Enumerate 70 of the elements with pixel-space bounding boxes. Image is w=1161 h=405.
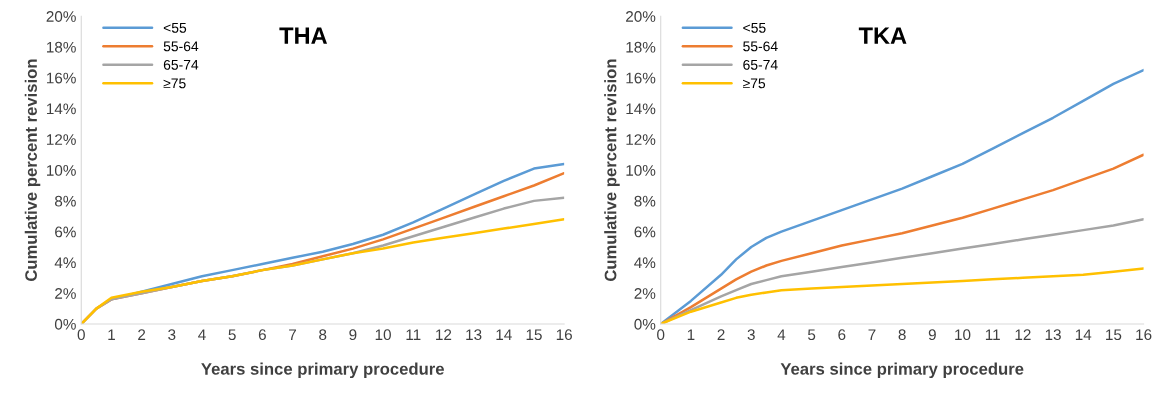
y-tick-label: 10% bbox=[47, 164, 76, 176]
x-tick-label: 5 bbox=[807, 329, 816, 341]
x-tick-label: 12 bbox=[436, 329, 452, 340]
x-tick-label: 4 bbox=[777, 329, 786, 340]
x-tick-label: 5 bbox=[228, 329, 236, 341]
x-tick-label: 8 bbox=[319, 329, 327, 341]
y-tick-label: 14% bbox=[626, 103, 656, 115]
x-tick-label: 15 bbox=[526, 329, 542, 341]
y-tick-label: 20% bbox=[626, 11, 656, 22]
x-tick-label: 14 bbox=[1075, 329, 1092, 340]
y-tick-label: 6% bbox=[55, 226, 76, 238]
x-tick-label: 16 bbox=[556, 329, 572, 341]
x-tick-label: 4 bbox=[198, 329, 206, 340]
y-tick-label: 4% bbox=[54, 257, 76, 269]
x-tick-label: 9 bbox=[928, 329, 936, 341]
y-tick-label: 8% bbox=[54, 195, 76, 207]
x-tick-label: 1 bbox=[687, 329, 695, 340]
y-tick-label: 20% bbox=[46, 11, 76, 22]
y-tick-label: 0% bbox=[54, 318, 76, 330]
x-tick-label: 13 bbox=[466, 329, 482, 341]
y-tick-label: 0% bbox=[634, 318, 656, 330]
x-tick-label: 12 bbox=[1015, 329, 1031, 340]
x-tick-label: 7 bbox=[289, 329, 297, 340]
y-tick-label: 6% bbox=[634, 226, 656, 238]
x-tick-label: 10 bbox=[955, 329, 971, 341]
x-tick-label: 7 bbox=[868, 329, 876, 340]
x-tick-label: 9 bbox=[349, 329, 357, 341]
y-tick-label: 4% bbox=[634, 257, 656, 269]
y-tick-label: 2% bbox=[55, 288, 76, 299]
x-tick-label: 15 bbox=[1106, 329, 1122, 341]
x-tick-label: 0 bbox=[657, 329, 665, 341]
y-tick-label: 14% bbox=[47, 103, 76, 115]
legend-label: ≥75 bbox=[743, 78, 766, 89]
y-tick-label: 8% bbox=[634, 195, 656, 207]
y-tick-label: 12% bbox=[626, 134, 656, 145]
legend-label: 65-74 bbox=[743, 59, 778, 70]
x-tick-label: 2 bbox=[138, 329, 146, 340]
y-tick-label: 10% bbox=[626, 164, 656, 176]
x-tick-label: 16 bbox=[1136, 329, 1152, 341]
legend-label: ≥75 bbox=[163, 78, 186, 89]
x-tick-label: 3 bbox=[747, 329, 755, 341]
y-tick-label: 12% bbox=[47, 134, 76, 145]
y-axis-title: Cumulative percent revision bbox=[604, 59, 620, 282]
y-tick-label: 2% bbox=[634, 288, 656, 299]
x-tick-label: 3 bbox=[168, 329, 176, 341]
x-tick-label: 10 bbox=[375, 329, 391, 341]
legend-label: 55-64 bbox=[743, 41, 778, 52]
x-tick-label: 14 bbox=[496, 329, 512, 340]
x-tick-label: 13 bbox=[1045, 329, 1061, 341]
x-axis-title: Years since primary procedure bbox=[780, 362, 1024, 379]
y-tick-label: 16% bbox=[626, 72, 656, 84]
chart-title: THA bbox=[279, 27, 328, 44]
x-tick-label: 0 bbox=[77, 329, 85, 341]
x-tick-label: 1 bbox=[108, 329, 115, 340]
legend-label: 65-74 bbox=[163, 59, 199, 70]
x-tick-label: 11 bbox=[406, 329, 421, 340]
y-tick-label: 18% bbox=[47, 41, 76, 53]
y-tick-label: 18% bbox=[626, 41, 656, 53]
y-axis-title: Cumulative percent revision bbox=[24, 59, 41, 282]
chart-title: TKA bbox=[858, 27, 907, 44]
y-tick-label: 16% bbox=[47, 72, 76, 84]
x-tick-label: 8 bbox=[898, 329, 906, 341]
legend-label: 55-64 bbox=[163, 41, 199, 52]
legend-label: <55 bbox=[743, 23, 766, 33]
x-tick-label: 2 bbox=[717, 329, 725, 340]
x-tick-label: 6 bbox=[258, 329, 266, 341]
x-tick-label: 6 bbox=[838, 329, 846, 341]
x-axis-title: Years since primary procedure bbox=[201, 362, 444, 379]
x-tick-label: 11 bbox=[985, 329, 1000, 340]
legend-label: <55 bbox=[163, 23, 187, 33]
